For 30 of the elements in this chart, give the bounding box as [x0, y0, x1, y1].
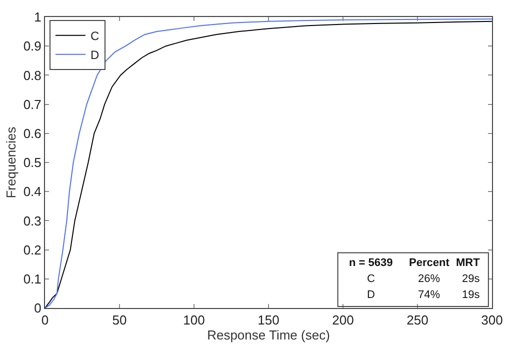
annotation: n = 5639 [349, 257, 393, 269]
x-tick-label: 50 [112, 312, 127, 328]
annotation: 29s [462, 273, 480, 285]
annotation: D [367, 289, 375, 301]
y-tick-label: 0 [34, 300, 42, 316]
annotation: MRT [456, 257, 480, 269]
x-axis-title: Response Time (sec) [207, 328, 330, 343]
y-axis-title: Frequencies [3, 126, 18, 198]
legend-label: C [90, 29, 100, 44]
annotation: 26% [418, 273, 440, 285]
annotation: C [367, 273, 375, 285]
x-tick-label: 250 [406, 312, 428, 328]
y-tick-label: 0.2 [23, 242, 42, 258]
y-tick-label: 0.3 [23, 213, 42, 228]
y-tick-label: 0.8 [23, 68, 42, 83]
x-tick-label: 300 [481, 312, 503, 328]
y-tick-label: 0.6 [23, 126, 42, 141]
y-tick-label: 0.9 [23, 38, 42, 54]
x-tick-label: 200 [332, 312, 354, 328]
y-tick-label: 0.5 [23, 155, 42, 170]
y-tick-label: 0.7 [23, 96, 42, 112]
annotation: 74% [418, 289, 440, 301]
annotation: Percent [409, 257, 450, 269]
x-tick-label: 100 [183, 312, 205, 328]
x-tick-label: 150 [258, 312, 280, 328]
y-tick-label: 0.1 [23, 271, 42, 286]
y-tick-label: 0.4 [23, 184, 42, 200]
annotation: 19s [462, 289, 480, 301]
legend-label: D [90, 48, 100, 62]
y-tick-label: 1 [34, 10, 42, 25]
